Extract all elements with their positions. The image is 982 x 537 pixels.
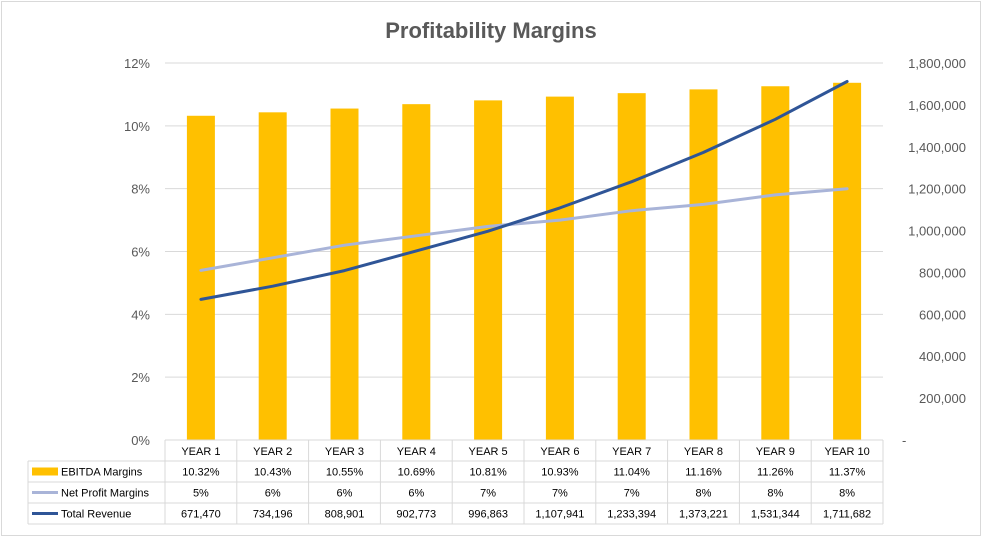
table-cell: 1,711,682: [823, 509, 871, 521]
table-cell: 671,470: [181, 509, 221, 521]
y-right-tick-label: 1,400,000: [908, 140, 966, 155]
y-left-tick-label: 10%: [124, 119, 150, 134]
x-category-label: YEAR 3: [325, 446, 364, 458]
table-cell: 11.16%: [685, 467, 722, 479]
y-left-tick-label: 12%: [124, 56, 150, 71]
table-cell: 11.04%: [613, 467, 650, 479]
table-cell: 10.32%: [182, 467, 220, 479]
y-right-tick-label: 1,200,000: [908, 182, 966, 197]
table-cell: 1,531,344: [751, 509, 800, 521]
x-category-label: YEAR 10: [824, 446, 869, 458]
ebitda-bar: [258, 112, 287, 441]
table-cell: 7%: [552, 488, 568, 500]
ebitda-bar: [474, 100, 503, 440]
x-category-label: YEAR 1: [181, 446, 220, 458]
y-left-tick-label: 0%: [131, 433, 150, 448]
legend-label: Total Revenue: [61, 509, 131, 521]
table-cell: 6%: [408, 488, 424, 500]
y-right-tick-label: 600,000: [919, 307, 966, 322]
y-left-tick-label: 4%: [131, 307, 150, 322]
y-left-tick-label: 2%: [131, 370, 150, 385]
table-cell: 10.93%: [541, 467, 579, 479]
ebitda-bar: [617, 93, 646, 440]
chart-title: Profitability Margins: [385, 18, 597, 43]
table-cell: 10.55%: [326, 467, 364, 479]
ebitda-bar: [545, 96, 574, 440]
table-cell: 7%: [624, 488, 640, 500]
table-cell: 902,773: [396, 509, 436, 521]
y-right-tick-label: 1,800,000: [908, 56, 966, 71]
x-category-label: YEAR 9: [756, 446, 795, 458]
table-cell: 996,863: [468, 509, 508, 521]
y-right-tick-label: 200,000: [919, 391, 966, 406]
y-right-tick-label: 400,000: [919, 349, 966, 364]
legend-label: EBITDA Margins: [61, 467, 143, 479]
x-category-label: YEAR 5: [469, 446, 508, 458]
y-right-tick-label: -: [902, 433, 906, 448]
table-cell: 734,196: [253, 509, 293, 521]
table-cell: 8%: [767, 488, 783, 500]
table-cell: 10.43%: [254, 467, 292, 479]
x-category-label: YEAR 7: [612, 446, 651, 458]
table-cell: 1,233,394: [607, 509, 656, 521]
table-cell: 5%: [193, 488, 209, 500]
ebitda-bar: [833, 82, 862, 440]
table-cell: 6%: [265, 488, 281, 500]
legend-key-0: [32, 467, 58, 476]
table-cell: 1,373,221: [679, 509, 728, 521]
table-cell: 8%: [696, 488, 712, 500]
table-cell: 6%: [337, 488, 353, 500]
y-right-tick-label: 1,600,000: [908, 98, 966, 113]
table-cell: 1,107,941: [535, 509, 584, 521]
table-cell: 10.81%: [469, 467, 507, 479]
table-cell: 7%: [480, 488, 496, 500]
table-cell: 8%: [839, 488, 855, 500]
ebitda-bar: [761, 86, 790, 440]
table-cell: 10.69%: [398, 467, 436, 479]
x-category-label: YEAR 2: [253, 446, 292, 458]
ebitda-bar: [402, 104, 431, 441]
x-category-label: YEAR 4: [397, 446, 436, 458]
ebitda-bar: [186, 115, 215, 440]
table-cell: 808,901: [325, 509, 365, 521]
net-profit-line: [199, 187, 849, 272]
table-cell: 11.37%: [829, 467, 866, 479]
legend-label: Net Profit Margins: [61, 488, 150, 500]
ebitda-bar: [689, 89, 718, 440]
x-category-label: YEAR 6: [540, 446, 579, 458]
y-left-tick-label: 6%: [131, 245, 150, 260]
y-right-tick-label: 1,000,000: [908, 224, 966, 239]
total-revenue-line: [199, 80, 849, 301]
y-right-tick-label: 800,000: [919, 265, 966, 280]
y-left-tick-label: 8%: [131, 182, 150, 197]
table-cell: 11.26%: [757, 467, 794, 479]
x-category-label: YEAR 8: [684, 446, 723, 458]
ebitda-bar: [330, 108, 359, 440]
